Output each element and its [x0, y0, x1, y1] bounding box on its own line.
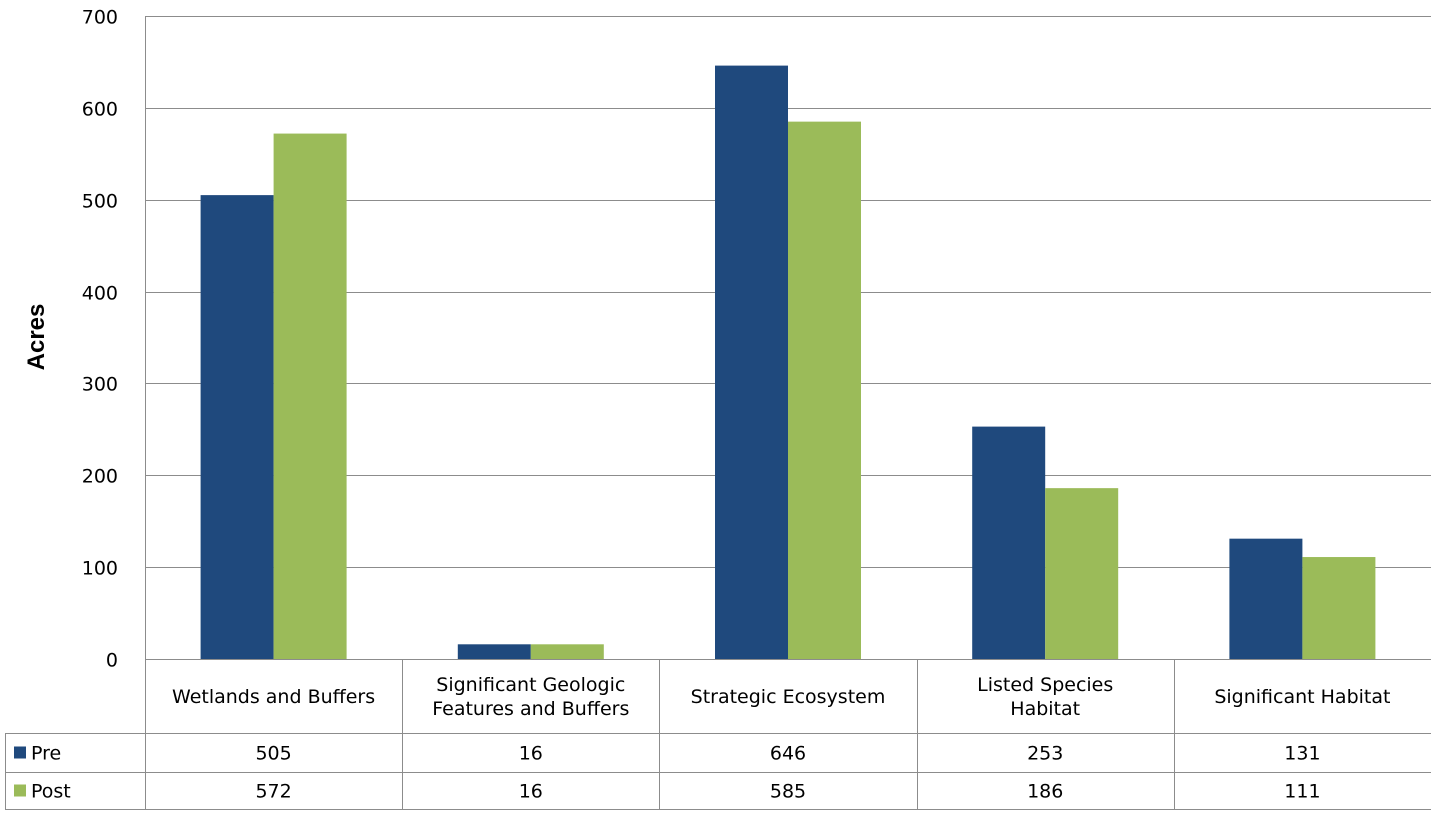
category-label: Strategic Ecosystem — [691, 686, 886, 708]
table-value: 131 — [1284, 743, 1320, 765]
bar-post — [1302, 557, 1376, 659]
legend-key-post — [14, 784, 26, 797]
bar-pre — [715, 65, 788, 660]
bars — [200, 65, 1376, 660]
y-tick-label: 300 — [82, 374, 118, 396]
table-value: 111 — [1284, 781, 1320, 803]
y-tick-label: 0 — [106, 650, 118, 672]
category-label: Wetlands and Buffers — [172, 686, 375, 708]
table-value: 646 — [770, 743, 806, 765]
bar-pre — [457, 644, 531, 659]
bar-post — [788, 121, 861, 659]
table-value: 572 — [255, 781, 291, 803]
y-tick-label: 200 — [82, 466, 118, 488]
bar-pre — [200, 195, 274, 659]
table-value: 16 — [519, 743, 543, 765]
y-tick-label: 500 — [82, 191, 118, 213]
table-value: 186 — [1027, 781, 1063, 803]
table-value: 585 — [770, 781, 806, 803]
table-value: 253 — [1027, 743, 1063, 765]
category-label: Significant Habitat — [1214, 686, 1390, 708]
y-tick-label: 100 — [82, 558, 118, 580]
y-axis-label: Acres — [23, 304, 50, 371]
y-tick-label: 700 — [82, 7, 118, 29]
legend-label-pre: Pre — [31, 743, 61, 765]
table-value: 16 — [519, 781, 543, 803]
category-label: Listed Species Habitat — [977, 674, 1113, 720]
data-table: Wetlands and Buffers Significant Geologic… — [5, 659, 1431, 810]
category-label: Significant Geologic Features and Buffers — [432, 674, 629, 720]
table-value: 505 — [255, 743, 291, 765]
legend-key-pre — [14, 746, 26, 759]
axes: 0 100 200 300 400 500 600 700 — [82, 7, 1431, 672]
y-tick-label: 400 — [82, 283, 118, 305]
bar-pre — [972, 426, 1046, 659]
legend-label-post: Post — [31, 781, 71, 803]
bar-post — [273, 133, 347, 659]
y-tick-label: 600 — [82, 99, 118, 121]
bar-pre — [1229, 538, 1303, 659]
bar-post — [530, 644, 604, 659]
bar-post — [1045, 488, 1119, 659]
